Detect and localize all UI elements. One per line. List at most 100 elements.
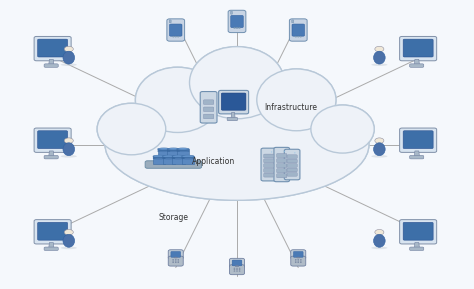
FancyBboxPatch shape bbox=[34, 220, 71, 244]
FancyBboxPatch shape bbox=[44, 64, 58, 67]
Ellipse shape bbox=[153, 155, 165, 158]
Ellipse shape bbox=[172, 155, 184, 158]
FancyBboxPatch shape bbox=[171, 251, 181, 257]
FancyBboxPatch shape bbox=[287, 168, 297, 172]
Ellipse shape bbox=[257, 69, 336, 131]
Ellipse shape bbox=[174, 257, 178, 258]
FancyBboxPatch shape bbox=[221, 93, 246, 110]
Ellipse shape bbox=[190, 47, 284, 119]
Circle shape bbox=[177, 36, 179, 37]
FancyBboxPatch shape bbox=[228, 10, 246, 33]
FancyBboxPatch shape bbox=[277, 159, 287, 163]
FancyBboxPatch shape bbox=[229, 258, 245, 268]
FancyBboxPatch shape bbox=[37, 39, 68, 57]
FancyBboxPatch shape bbox=[229, 265, 245, 275]
FancyBboxPatch shape bbox=[287, 155, 297, 158]
Polygon shape bbox=[49, 151, 54, 156]
Circle shape bbox=[175, 259, 176, 260]
FancyBboxPatch shape bbox=[168, 256, 183, 266]
Circle shape bbox=[298, 259, 299, 260]
FancyBboxPatch shape bbox=[410, 64, 424, 67]
Ellipse shape bbox=[257, 69, 336, 131]
FancyBboxPatch shape bbox=[403, 222, 433, 240]
FancyBboxPatch shape bbox=[37, 222, 68, 240]
FancyBboxPatch shape bbox=[34, 128, 71, 152]
Text: Storage: Storage bbox=[158, 213, 188, 222]
FancyBboxPatch shape bbox=[219, 90, 248, 114]
FancyBboxPatch shape bbox=[292, 20, 294, 23]
FancyBboxPatch shape bbox=[145, 161, 201, 168]
FancyBboxPatch shape bbox=[264, 154, 274, 158]
Circle shape bbox=[178, 259, 179, 260]
Circle shape bbox=[173, 36, 174, 37]
FancyBboxPatch shape bbox=[293, 251, 303, 257]
Ellipse shape bbox=[63, 143, 74, 156]
FancyBboxPatch shape bbox=[291, 250, 306, 259]
Circle shape bbox=[175, 262, 176, 263]
Circle shape bbox=[64, 229, 73, 235]
Circle shape bbox=[178, 261, 179, 262]
Circle shape bbox=[173, 259, 174, 260]
Ellipse shape bbox=[163, 155, 175, 158]
Circle shape bbox=[236, 27, 238, 29]
Circle shape bbox=[295, 259, 296, 260]
Ellipse shape bbox=[105, 89, 369, 200]
Ellipse shape bbox=[374, 234, 385, 247]
Circle shape bbox=[295, 36, 297, 37]
FancyBboxPatch shape bbox=[232, 260, 242, 266]
FancyBboxPatch shape bbox=[284, 149, 300, 180]
FancyBboxPatch shape bbox=[261, 148, 277, 181]
FancyBboxPatch shape bbox=[172, 156, 184, 164]
FancyBboxPatch shape bbox=[264, 159, 274, 163]
Ellipse shape bbox=[311, 105, 374, 153]
Circle shape bbox=[297, 36, 299, 37]
FancyBboxPatch shape bbox=[167, 19, 184, 41]
Ellipse shape bbox=[177, 148, 189, 150]
Text: Application: Application bbox=[192, 158, 235, 166]
Circle shape bbox=[300, 262, 301, 263]
Circle shape bbox=[271, 151, 272, 152]
Ellipse shape bbox=[63, 51, 74, 64]
Circle shape bbox=[375, 46, 384, 52]
Ellipse shape bbox=[158, 148, 170, 150]
FancyBboxPatch shape bbox=[277, 169, 287, 173]
Circle shape bbox=[175, 261, 176, 262]
FancyBboxPatch shape bbox=[169, 20, 171, 23]
Circle shape bbox=[64, 46, 73, 52]
Circle shape bbox=[178, 262, 179, 263]
FancyBboxPatch shape bbox=[264, 164, 274, 168]
FancyBboxPatch shape bbox=[34, 36, 71, 61]
Circle shape bbox=[239, 268, 240, 269]
Ellipse shape bbox=[296, 257, 300, 258]
Ellipse shape bbox=[97, 103, 166, 155]
Polygon shape bbox=[231, 112, 235, 118]
FancyBboxPatch shape bbox=[177, 149, 189, 156]
FancyBboxPatch shape bbox=[203, 100, 214, 104]
Circle shape bbox=[173, 262, 174, 263]
Ellipse shape bbox=[167, 148, 180, 150]
FancyBboxPatch shape bbox=[264, 173, 274, 177]
Circle shape bbox=[239, 269, 240, 270]
FancyBboxPatch shape bbox=[410, 247, 424, 251]
Circle shape bbox=[295, 262, 296, 263]
Circle shape bbox=[284, 151, 285, 152]
FancyBboxPatch shape bbox=[37, 131, 68, 149]
FancyBboxPatch shape bbox=[403, 131, 433, 149]
Ellipse shape bbox=[61, 155, 77, 158]
Circle shape bbox=[295, 261, 296, 262]
Ellipse shape bbox=[61, 63, 77, 66]
Polygon shape bbox=[414, 59, 419, 65]
Circle shape bbox=[234, 268, 235, 269]
Text: Infrastructure: Infrastructure bbox=[264, 103, 318, 112]
FancyBboxPatch shape bbox=[203, 107, 214, 112]
Circle shape bbox=[64, 138, 73, 143]
Circle shape bbox=[298, 261, 299, 262]
Ellipse shape bbox=[63, 234, 74, 247]
Circle shape bbox=[298, 262, 299, 263]
Ellipse shape bbox=[374, 143, 385, 156]
FancyBboxPatch shape bbox=[227, 117, 237, 121]
FancyBboxPatch shape bbox=[167, 149, 180, 156]
FancyBboxPatch shape bbox=[274, 147, 290, 182]
FancyBboxPatch shape bbox=[182, 156, 194, 164]
Polygon shape bbox=[49, 242, 54, 248]
